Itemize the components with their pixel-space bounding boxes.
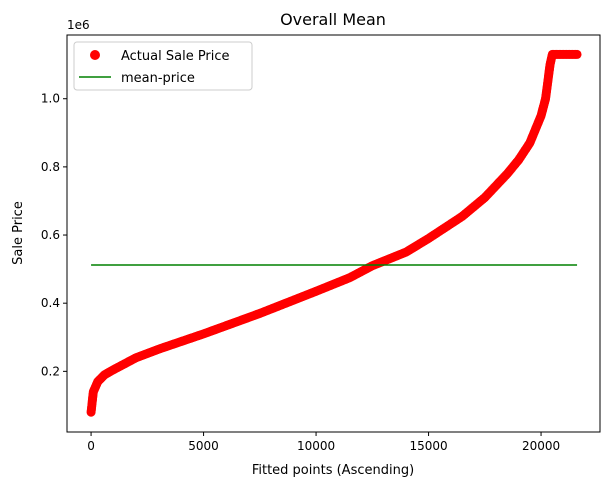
scatter-point [572,49,582,59]
chart-title: Overall Mean [280,10,386,29]
x-tick-label: 20000 [522,439,560,453]
y-tick-label: 0.6 [41,228,60,242]
x-tick-label: 5000 [188,439,219,453]
x-tick-label: 0 [87,439,95,453]
x-tick-label: 10000 [297,439,335,453]
y-axis-label: Sale Price [11,201,26,265]
legend-label-line: mean-price [121,71,195,86]
y-tick-label: 1.0 [41,92,60,106]
y-tick-label: 0.4 [41,296,60,310]
x-axis-label: Fitted points (Ascending) [252,463,414,478]
legend-label-scatter: Actual Sale Price [121,49,230,64]
y-tick-label: 0.2 [41,364,60,378]
legend: Actual Sale Price mean-price [73,41,253,91]
x-tick-label: 15000 [409,439,447,453]
y-offset-label: 1e6 [67,18,90,32]
legend-marker-scatter [90,50,100,60]
axes-frame [66,34,601,433]
y-tick-label: 0.8 [41,160,60,174]
